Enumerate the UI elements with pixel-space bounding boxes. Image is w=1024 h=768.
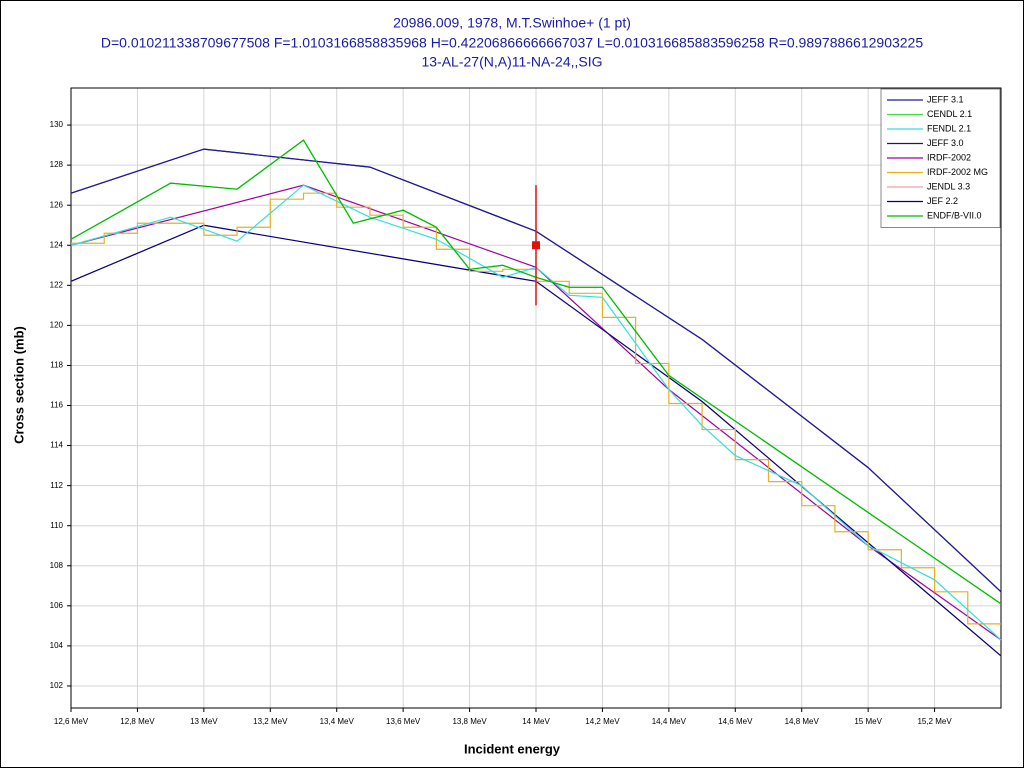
legend-label: JEF 2.2: [927, 196, 958, 206]
legend-label: ENDF/B-VII.0: [927, 210, 982, 220]
x-tick-label: 12,8 MeV: [120, 717, 155, 726]
legend-label: IRDF-2002 MG: [927, 167, 988, 177]
y-tick-label: 114: [50, 441, 63, 450]
y-tick-label: 108: [50, 561, 64, 570]
y-axis-label: Cross section (mb): [11, 326, 26, 444]
x-tick-label: 13,6 MeV: [386, 717, 421, 726]
legend-label: CENDL 2.1: [927, 109, 972, 119]
legend-label: JENDL 3.3: [927, 181, 970, 191]
chart-title: 20986.009, 1978, M.T.Swinhoe+ (1 pt): [393, 15, 631, 31]
plot-area: [70, 87, 1002, 709]
x-tick-label: 13 MeV: [190, 717, 218, 726]
x-tick-label: 13,4 MeV: [320, 717, 355, 726]
y-tick-label: 102: [50, 681, 64, 690]
y-tick-label: 130: [50, 120, 64, 129]
x-tick-label: 14,2 MeV: [585, 717, 620, 726]
y-tick-label: 118: [50, 361, 63, 370]
x-tick-label: 15,2 MeV: [917, 717, 952, 726]
y-tick-label: 116: [50, 401, 63, 410]
y-tick-label: 104: [50, 641, 64, 650]
chart-subtitle: 13-AL-27(N,A)11-NA-24,,SIG: [421, 54, 602, 70]
legend-label: IRDF-2002: [927, 152, 971, 162]
chart-subtitle: D=0.010211338709677508 F=1.0103166858835…: [101, 35, 923, 51]
data-point: [532, 241, 540, 250]
x-tick-label: 14,6 MeV: [718, 717, 753, 726]
y-tick-label: 126: [50, 200, 64, 209]
x-axis-label: Incident energy: [464, 741, 561, 756]
y-tick-label: 124: [50, 240, 64, 249]
x-tick-label: 13,2 MeV: [253, 717, 288, 726]
legend-label: JEFF 3.0: [927, 138, 964, 148]
legend-label: JEFF 3.1: [927, 94, 964, 104]
y-tick-label: 122: [50, 280, 64, 289]
series-line: [70, 139, 1002, 605]
y-tick-label: 106: [50, 601, 64, 610]
x-tick-label: 14,8 MeV: [785, 717, 820, 726]
x-tick-label: 15 MeV: [854, 717, 882, 726]
y-tick-label: 128: [50, 160, 64, 169]
y-tick-label: 112: [50, 481, 63, 490]
y-tick-label: 120: [50, 320, 64, 329]
series-line: [70, 184, 1002, 641]
x-tick-label: 14,4 MeV: [652, 717, 687, 726]
x-tick-label: 12,6 MeV: [54, 717, 89, 726]
x-tick-label: 13,8 MeV: [452, 717, 487, 726]
x-tick-label: 14 MeV: [522, 717, 550, 726]
y-tick-label: 110: [50, 521, 63, 530]
legend-label: FENDL 2.1: [927, 123, 971, 133]
